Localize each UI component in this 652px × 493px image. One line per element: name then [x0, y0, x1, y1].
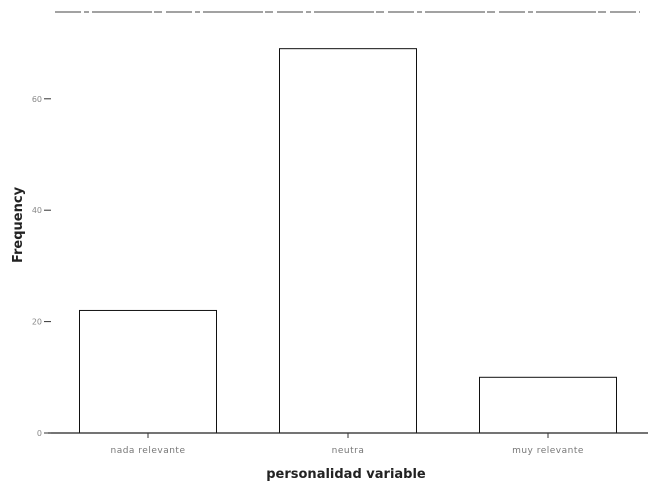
bar-nada-relevante: [79, 309, 217, 434]
x-ticks-group: nada relevante neutra muy relevante: [111, 433, 584, 456]
bars-group: [79, 48, 617, 434]
bar-muy-relevante: [479, 376, 617, 434]
y-axis-title: Frequency: [11, 186, 26, 263]
y-tick-label: 40: [32, 206, 42, 215]
y-tick-label: 60: [32, 95, 42, 104]
x-axis-title: personalidad variable: [266, 467, 426, 482]
x-tick-label: muy relevante: [512, 446, 584, 456]
y-tick-label: 0: [37, 429, 42, 438]
bar-neutra: [279, 48, 417, 434]
y-ticks-group: 0 20 40 60: [32, 95, 51, 438]
x-tick-label: nada relevante: [111, 446, 186, 456]
y-tick-label: 20: [32, 318, 42, 327]
x-tick-label: neutra: [332, 446, 365, 456]
